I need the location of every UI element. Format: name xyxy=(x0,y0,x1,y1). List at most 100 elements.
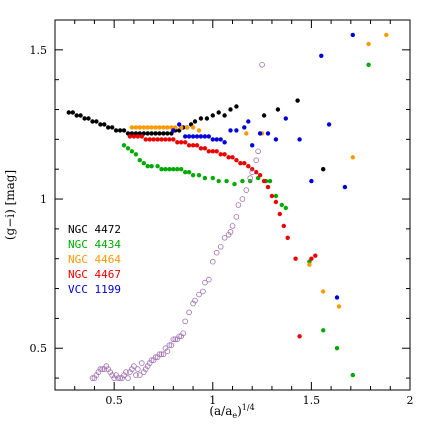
x-tick-label: 1 xyxy=(209,394,216,407)
data-point xyxy=(233,214,240,220)
data-point xyxy=(141,125,146,130)
data-point xyxy=(350,372,355,378)
data-point xyxy=(156,351,163,358)
data-point xyxy=(106,125,111,130)
legend-entry: NGC 4467 xyxy=(68,268,121,281)
data-point xyxy=(190,143,196,148)
data-point xyxy=(175,140,180,145)
data-point xyxy=(129,125,135,130)
x-axis-label: (a/ae)1/4 xyxy=(209,403,254,420)
data-point xyxy=(168,342,175,349)
data-point xyxy=(171,167,176,172)
data-point xyxy=(200,288,206,295)
data-point xyxy=(151,137,156,142)
axis-ticks xyxy=(55,20,411,390)
data-point xyxy=(153,125,158,130)
data-point xyxy=(198,116,204,121)
data-point xyxy=(293,256,298,261)
data-point xyxy=(163,137,168,142)
data-point xyxy=(174,336,181,343)
data-point xyxy=(218,137,223,142)
data-point xyxy=(198,146,204,151)
data-point xyxy=(350,32,355,38)
data-point xyxy=(121,128,127,133)
data-point xyxy=(277,211,282,217)
data-point xyxy=(285,235,290,240)
data-point xyxy=(190,125,196,130)
data-point xyxy=(145,125,150,130)
axis-tick-labels: 0.5 1 1.5 2 0.5 1 1.5 xyxy=(30,44,414,407)
data-point xyxy=(86,116,91,121)
data-point xyxy=(157,131,162,136)
data-point xyxy=(137,125,142,130)
data-point xyxy=(192,119,198,124)
legend-entry: NGC 4464 xyxy=(68,253,121,266)
data-point xyxy=(184,125,190,130)
series-3 xyxy=(127,134,318,339)
data-point xyxy=(309,256,314,261)
data-point xyxy=(196,173,202,178)
data-point xyxy=(89,375,96,381)
data-point xyxy=(113,128,119,133)
x-axis-label-sub: e xyxy=(232,411,237,420)
data-point xyxy=(202,146,208,151)
data-point xyxy=(242,161,247,166)
data-point xyxy=(123,369,129,375)
data-point xyxy=(161,125,166,130)
data-point xyxy=(141,369,147,375)
data-point xyxy=(213,249,220,256)
data-point xyxy=(342,184,348,190)
data-point xyxy=(202,134,208,139)
data-point xyxy=(273,193,279,199)
x-tick-label: 1.5 xyxy=(303,394,321,407)
data-point xyxy=(170,336,177,343)
data-point xyxy=(102,122,107,127)
data-point xyxy=(139,360,145,366)
data-point xyxy=(326,122,332,127)
data-point xyxy=(152,354,159,361)
data-point xyxy=(190,300,196,307)
data-point xyxy=(334,346,340,351)
data-point xyxy=(66,110,72,115)
data-point xyxy=(131,363,137,369)
data-point xyxy=(247,175,254,181)
data-point xyxy=(234,158,239,163)
data-point xyxy=(186,134,192,139)
data-point xyxy=(180,330,187,337)
data-point xyxy=(137,158,142,163)
data-point xyxy=(210,175,215,181)
data-point xyxy=(194,134,200,139)
data-point xyxy=(261,113,267,118)
data-point xyxy=(167,137,172,142)
data-point xyxy=(145,164,150,169)
data-point xyxy=(321,289,326,294)
series-5 xyxy=(89,62,265,381)
data-point xyxy=(186,309,192,316)
data-point xyxy=(133,372,139,378)
data-point xyxy=(206,149,211,154)
data-point xyxy=(265,184,271,190)
data-point xyxy=(334,295,340,300)
plot-frame xyxy=(54,19,411,391)
data-point xyxy=(141,161,146,166)
data-point xyxy=(254,170,259,175)
series-2 xyxy=(129,32,389,309)
data-point xyxy=(217,244,224,250)
data-point xyxy=(307,262,312,267)
data-point xyxy=(158,351,165,358)
data-point xyxy=(171,128,176,133)
data-point xyxy=(206,276,212,283)
data-point xyxy=(135,366,141,372)
data-point xyxy=(221,235,228,241)
data-point xyxy=(159,167,164,172)
data-point xyxy=(283,205,288,211)
data-point xyxy=(133,125,139,130)
data-point xyxy=(250,143,255,148)
data-point xyxy=(171,137,176,142)
data-point xyxy=(177,122,182,127)
data-point xyxy=(210,258,216,265)
data-point xyxy=(366,62,371,67)
data-point xyxy=(257,131,263,136)
data-point xyxy=(222,152,227,157)
